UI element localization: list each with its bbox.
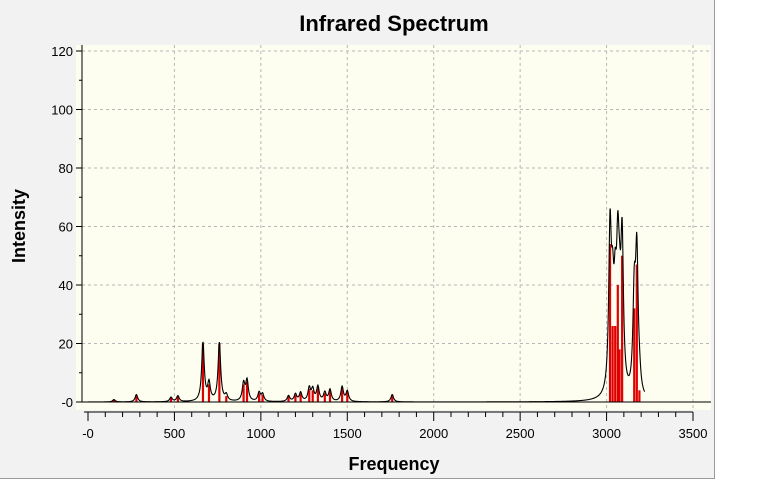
infrared-spectrum-chart: Infrared Spectrum -0 20 40 60 80 100 120 -0 500… bbox=[9, 11, 711, 474]
plot-area bbox=[76, 45, 711, 410]
y-axis-ticks: -0 20 40 60 80 100 120 bbox=[51, 44, 82, 410]
x-tick-label: -0 bbox=[82, 426, 94, 441]
grid-lines bbox=[76, 45, 711, 410]
x-tick-label: 3000 bbox=[592, 426, 621, 441]
x-tick-label: 1500 bbox=[333, 426, 362, 441]
x-tick-label: 500 bbox=[164, 426, 186, 441]
x-axis-ticks: -0 500 1000 1500 2000 2500 3000 3500 bbox=[82, 412, 707, 441]
x-axis-label: Frequency bbox=[348, 454, 439, 474]
y-tick-label: 100 bbox=[51, 103, 73, 118]
chart-title: Infrared Spectrum bbox=[299, 11, 489, 36]
stick-spectrum bbox=[112, 244, 641, 402]
y-tick-label: -0 bbox=[61, 395, 73, 410]
x-tick-label: 1000 bbox=[246, 426, 275, 441]
y-tick-label: 60 bbox=[59, 220, 73, 235]
y-tick-label: 20 bbox=[59, 337, 73, 352]
y-tick-label: 40 bbox=[59, 278, 73, 293]
y-tick-label: 80 bbox=[59, 161, 73, 176]
x-tick-label: 2000 bbox=[419, 426, 448, 441]
axes bbox=[81, 45, 711, 413]
chart-window: Infrared Spectrum -0 20 40 60 80 100 120 -0 500… bbox=[0, 0, 715, 479]
x-tick-label: 2500 bbox=[506, 426, 535, 441]
y-axis-label: Intensity bbox=[9, 189, 29, 263]
y-tick-label: 120 bbox=[51, 44, 73, 59]
x-tick-label: 3500 bbox=[679, 426, 708, 441]
